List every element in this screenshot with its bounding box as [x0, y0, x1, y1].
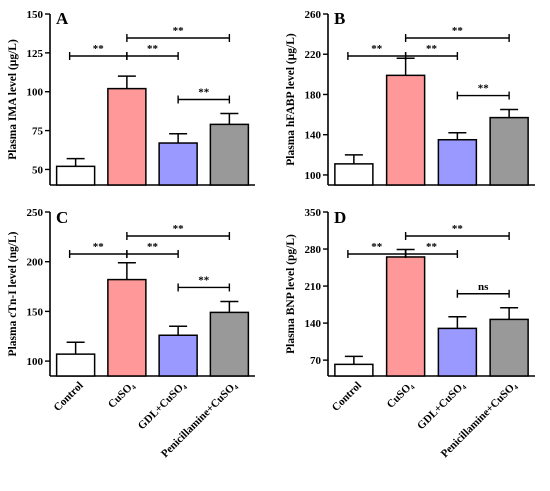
- sig-label: **: [478, 83, 490, 95]
- category-label: CuSO₄: [385, 379, 417, 411]
- y-tick-label: 50: [32, 164, 44, 176]
- bar-3: [158, 142, 198, 186]
- sig-label: **: [173, 223, 185, 235]
- bar-2: [385, 256, 426, 377]
- sig-label: **: [198, 274, 210, 286]
- sig-label: **: [93, 43, 105, 55]
- y-tick-label: 100: [27, 87, 44, 99]
- bar-1: [334, 163, 374, 186]
- y-axis-label: Plasma BNP level (pg/L): [285, 234, 297, 354]
- y-tick-label: 100: [27, 356, 44, 368]
- category-label: CuSO₄: [106, 379, 138, 411]
- sig-label: **: [173, 25, 185, 37]
- y-tick-label: 100: [305, 170, 322, 182]
- y-tick-label: 180: [305, 89, 322, 101]
- panel-b: 100 140 180 220 260 Plasma hFABP level (μg/L)…: [285, 9, 535, 186]
- sig-label: **: [426, 241, 438, 253]
- bar-3: [158, 334, 198, 377]
- category-label: Control: [51, 380, 85, 414]
- bar-4: [489, 318, 529, 377]
- sig-label: ns: [478, 281, 489, 293]
- bar-1: [55, 353, 96, 377]
- y-axis-label: Plasma cTn-I level (ng/L): [7, 231, 19, 356]
- sig-label: **: [371, 43, 383, 55]
- bar-1: [334, 363, 374, 377]
- y-tick-label: 280: [305, 244, 322, 256]
- bar-2: [107, 278, 147, 377]
- category-label: GDL+CuSO₄: [136, 379, 189, 432]
- category-label: Control: [330, 380, 364, 414]
- y-tick-label: 250: [27, 207, 44, 219]
- bar-2: [107, 87, 147, 186]
- bar-4: [489, 116, 529, 186]
- y-tick-label: 350: [305, 207, 322, 219]
- panel-a: 50 75 100 125 150 Plasma IMA level (μg/L) A ** *…: [7, 9, 255, 186]
- y-tick-label: 140: [305, 318, 322, 330]
- y-axis-label: Plasma hFABP level (μg/L): [285, 33, 297, 166]
- y-tick-label: 210: [305, 281, 322, 293]
- y-tick-label: 220: [305, 49, 322, 61]
- y-tick-label: 140: [305, 130, 322, 142]
- sig-label: **: [371, 241, 383, 253]
- y-tick-label: 70: [310, 355, 322, 367]
- panel-letter: A: [56, 9, 69, 28]
- bar-3: [437, 327, 478, 377]
- category-label: GDL+CuSO₄: [415, 379, 468, 432]
- panel-d: 70 140 210 280 350 Plasma BNP level (pg/L) D **…: [285, 207, 535, 460]
- y-tick-label: 150: [27, 9, 44, 21]
- sig-label: **: [426, 43, 438, 55]
- sig-label: **: [198, 86, 210, 98]
- y-axis-label: Plasma IMA level (μg/L): [7, 39, 19, 160]
- y-tick-label: 125: [27, 48, 44, 60]
- sig-label: **: [147, 241, 159, 253]
- bar-4: [209, 311, 250, 377]
- bar-4: [209, 123, 250, 186]
- sig-label: **: [93, 241, 105, 253]
- y-tick-label: 200: [27, 257, 44, 269]
- bar-2: [385, 74, 426, 186]
- panel-letter: C: [56, 208, 68, 227]
- bar-1: [55, 165, 96, 186]
- panel-letter: D: [334, 208, 346, 227]
- panel-c: 100 150 200 250 Plasma cTn-I level (ng/L) C **…: [7, 207, 255, 460]
- y-tick-label: 75: [32, 126, 44, 138]
- y-tick-label: 260: [305, 9, 322, 21]
- sig-label: **: [452, 25, 464, 37]
- y-tick-label: 150: [27, 306, 44, 318]
- bar-3: [437, 138, 478, 186]
- sig-label: **: [452, 223, 464, 235]
- panel-letter: B: [334, 9, 345, 28]
- sig-label: **: [147, 43, 159, 55]
